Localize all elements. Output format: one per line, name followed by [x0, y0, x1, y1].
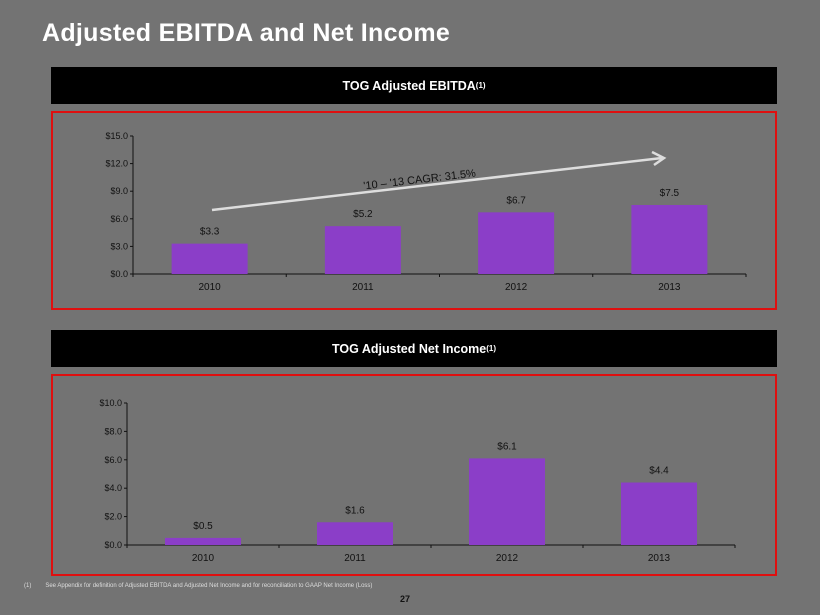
y-tick-label: $4.0	[104, 483, 122, 493]
ebitda-chart-frame	[51, 111, 777, 310]
data-label: $6.1	[497, 441, 517, 452]
ebitda-chart-title: TOG Adjusted EBITDA	[342, 78, 476, 93]
y-tick-label: $3.0	[110, 241, 128, 251]
bar-2010	[165, 537, 241, 545]
data-label: $5.2	[353, 209, 373, 220]
net-income-chart-title: TOG Adjusted Net Income	[332, 341, 487, 356]
bar-2013	[621, 482, 697, 545]
footnote-marker: (1)	[24, 583, 32, 589]
y-tick-label: $10.0	[99, 398, 122, 408]
footnote-ref: (1)	[486, 344, 496, 353]
x-tick-label: 2012	[505, 282, 528, 293]
y-tick-label: $8.0	[104, 426, 122, 436]
data-label: $7.5	[660, 188, 680, 199]
y-tick-label: $6.0	[104, 455, 122, 465]
cagr-arrow-head-icon	[651, 150, 667, 167]
x-tick-label: 2012	[496, 553, 519, 564]
data-label: $1.6	[345, 505, 365, 516]
bar-2010	[171, 243, 248, 274]
net-income-chart-frame	[51, 374, 777, 576]
footnote-text: See Appendix for definition of Adjusted …	[45, 583, 373, 589]
x-tick-label: 2010	[199, 282, 222, 293]
footnote-ref: (1)	[475, 81, 486, 90]
y-tick-label: $0.0	[110, 269, 128, 279]
y-tick-label: $2.0	[104, 512, 122, 522]
bar-2012	[469, 458, 545, 545]
data-label: $6.7	[506, 195, 526, 206]
x-tick-label: 2013	[658, 282, 681, 293]
net-income-chart-header: TOG Adjusted Net Income (1)	[51, 330, 777, 367]
x-tick-label: 2010	[192, 553, 215, 564]
bar-2011	[324, 226, 401, 274]
bar-2013	[631, 205, 708, 274]
bar-2011	[317, 522, 393, 545]
y-tick-label: $6.0	[110, 214, 128, 224]
x-tick-label: 2011	[352, 282, 374, 293]
y-tick-label: $9.0	[110, 186, 128, 196]
x-tick-label: 2011	[344, 553, 366, 564]
cagr-arrow-line	[211, 156, 663, 212]
page-title: Adjusted EBITDA and Net Income	[42, 19, 451, 47]
page-number: 27	[400, 594, 411, 604]
y-tick-label: $15.0	[105, 131, 128, 141]
y-tick-label: $0.0	[104, 540, 122, 550]
ebitda-chart-header: TOG Adjusted EBITDA (1)	[51, 67, 777, 104]
data-label: $4.4	[649, 466, 669, 477]
x-tick-label: 2013	[648, 553, 671, 564]
cagr-annotation: '10 – '13 CAGR: 31.5%	[363, 168, 477, 193]
y-tick-label: $12.0	[105, 159, 128, 169]
bar-2012	[478, 212, 555, 274]
data-label: $3.3	[200, 227, 220, 238]
data-label: $0.5	[193, 521, 213, 532]
footnote: (1) See Appendix for definition of Adjust…	[24, 583, 386, 589]
